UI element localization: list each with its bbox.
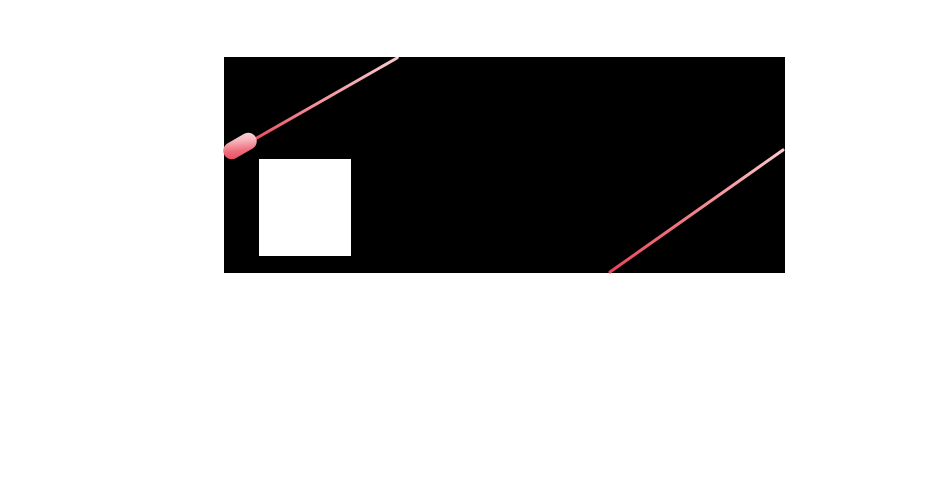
stroke-upper-left[interactable]: [246, 56, 399, 145]
stroke-lower-right[interactable]: [608, 148, 785, 274]
stroke-group: [220, 54, 785, 274]
pointer-capsule-body: [223, 132, 257, 160]
pointer-capsule[interactable]: [220, 130, 260, 163]
white-square[interactable]: [259, 159, 351, 256]
black-canvas-panel[interactable]: [224, 57, 785, 273]
stroke-endpoint-dot: [396, 54, 400, 58]
